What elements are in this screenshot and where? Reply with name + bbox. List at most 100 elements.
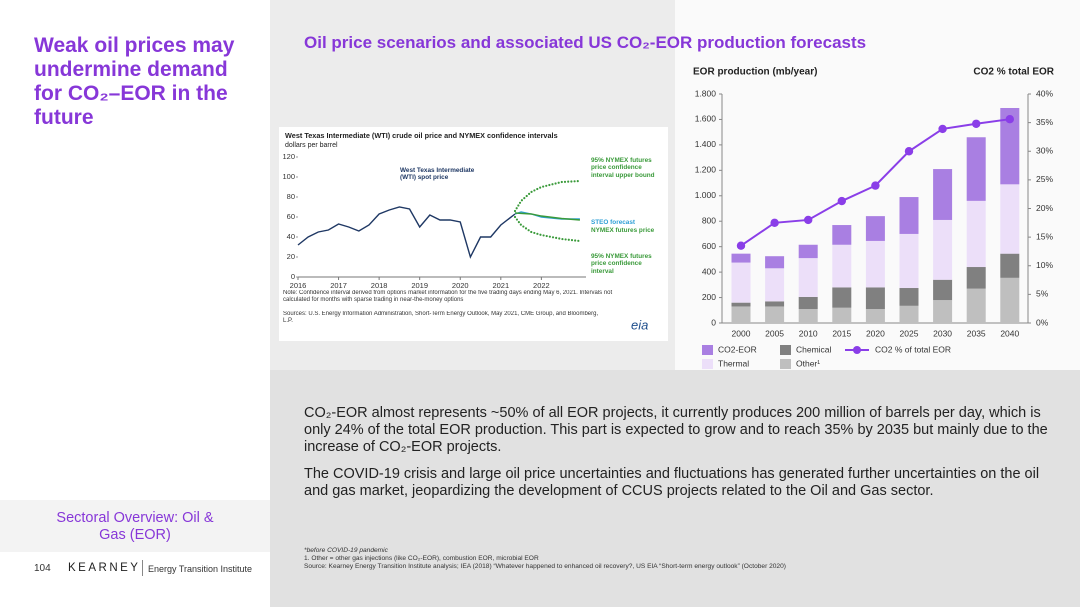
chart-note: Note: Confidence interval derived from o… [283, 290, 613, 303]
x-tick-label: 2022 [533, 281, 550, 290]
y2-tick-label: 25% [1036, 174, 1053, 184]
paragraph: CO₂-EOR almost represents ~50% of all EO… [304, 405, 1048, 455]
y-axis-title: EOR production (mb/year) [693, 67, 817, 78]
logo: eia [631, 317, 648, 332]
legend-swatch [702, 345, 713, 355]
series-line [513, 215, 582, 243]
series-label-box: 95% NYMEX futures price confidence inter… [591, 253, 652, 275]
bar-segment [765, 256, 785, 269]
bar-segment [1000, 277, 1020, 323]
brand: KEARNEY [68, 562, 141, 574]
y-tick-label: 20 [287, 252, 295, 261]
bar-segment [933, 300, 953, 323]
wti-chart: West Texas Intermediate (WTI) crude oil … [279, 127, 668, 341]
x-tick-label: 2017 [330, 281, 347, 290]
bar-segment [899, 288, 919, 306]
y-tick-label: 400 [702, 266, 716, 276]
bar-segment [731, 253, 751, 263]
line-marker [1005, 114, 1014, 124]
series-label: 95% NYMEX futures price confidence inter… [591, 157, 655, 179]
bar-segment [798, 244, 818, 259]
y-tick-label: 100 [282, 172, 295, 181]
y-tick-label: 1.200 [695, 165, 717, 175]
bar-segment [798, 309, 818, 323]
x-tick-label: 2000 [732, 328, 751, 338]
x-tick-label: 2010 [799, 328, 818, 338]
bar-segment [1000, 184, 1020, 254]
line-marker [938, 124, 947, 134]
institute: Energy Transition Institute [148, 564, 253, 574]
series-label: 95% NYMEX futures price confidence inter… [591, 253, 652, 275]
bar-segment [765, 306, 785, 323]
text-bg [270, 370, 1080, 607]
footnote: 1. Other = other gas injections (like CO… [304, 555, 539, 562]
x-tick-label: 2020 [452, 281, 469, 290]
bar-segment [865, 287, 885, 310]
series-line [513, 179, 582, 213]
x-tick-label: 2030 [933, 328, 952, 338]
bar-segment [966, 200, 986, 268]
bar-segment [731, 306, 751, 323]
x-tick-label: 2015 [832, 328, 851, 338]
y-tick-label: 120 [282, 152, 295, 161]
legend-label: Other¹ [796, 358, 820, 368]
bar-segment [966, 267, 986, 289]
y-tick-label: 1.400 [695, 139, 717, 149]
x-tick-label: 2035 [967, 328, 986, 338]
line-marker [972, 119, 981, 128]
legend-marker [853, 346, 861, 354]
y2-tick-label: 15% [1036, 231, 1053, 241]
bar-segment [933, 279, 953, 301]
y-tick-label: 60 [287, 212, 295, 221]
legend-swatch [702, 359, 713, 369]
x-tick-label: 2019 [411, 281, 428, 290]
line-marker [904, 147, 914, 156]
bar-segment [899, 197, 919, 234]
divider [142, 560, 143, 576]
x-tick-label: 2020 [866, 328, 885, 338]
x-tick-label: 2016 [290, 281, 307, 290]
bar-segment [731, 262, 751, 303]
series-label-box: West Texas Intermediate (WTI) spot price [400, 167, 474, 181]
bar-segment [765, 301, 785, 307]
bar-segment [1000, 253, 1020, 278]
bar-segment [798, 258, 818, 297]
x-tick-label: 2025 [900, 328, 919, 338]
bar-segment [865, 309, 885, 323]
footnote: Source: Kearney Energy Transition Instit… [304, 563, 786, 570]
legend-label: CO2 % of total EOR [875, 344, 951, 354]
x-tick-label: 2018 [371, 281, 388, 290]
x-tick-label: 2040 [1000, 328, 1019, 338]
line-marker [736, 241, 746, 250]
paragraph: The COVID-19 crisis and large oil price … [304, 466, 1040, 499]
body-text: CO₂-EOR almost represents ~50% of all EO… [304, 405, 1054, 510]
bar-segment [832, 307, 852, 323]
footnote: *before COVID-19 pandemic [304, 547, 388, 554]
y2-tick-label: 20% [1036, 203, 1053, 213]
section-bg [0, 500, 270, 552]
bar-segment [966, 288, 986, 323]
legend-label: Chemical [796, 344, 832, 354]
bar-segment [966, 137, 986, 201]
bar-segment [832, 244, 852, 288]
y2-tick-label: 10% [1036, 260, 1053, 270]
bar-segment [731, 302, 751, 307]
x-tick-label: 2021 [492, 281, 509, 290]
bar-segment [899, 233, 919, 289]
legend-swatch [780, 359, 791, 369]
y-tick-label: 80 [287, 192, 295, 201]
chart-title: West Texas Intermediate (WTI) crude oil … [285, 131, 558, 140]
y2-tick-label: 40% [1036, 88, 1053, 98]
bar-segment [933, 219, 953, 280]
heading: Oil price scenarios and associated US CO… [304, 33, 867, 52]
y-tick-label: 40 [287, 232, 295, 241]
series-line [297, 206, 516, 259]
chart-source: Sources: U.S. Energy Information Adminis… [283, 311, 599, 324]
section-label: Sectoral Overview: Oil & Gas (EOR) [56, 510, 214, 543]
bar-segment [832, 287, 852, 308]
series-label: STEO forecast [591, 219, 636, 226]
bar-segment [1000, 107, 1020, 185]
series-label-box: 95% NYMEX futures price confidence inter… [591, 157, 655, 179]
y2-tick-label: 5% [1036, 289, 1049, 299]
